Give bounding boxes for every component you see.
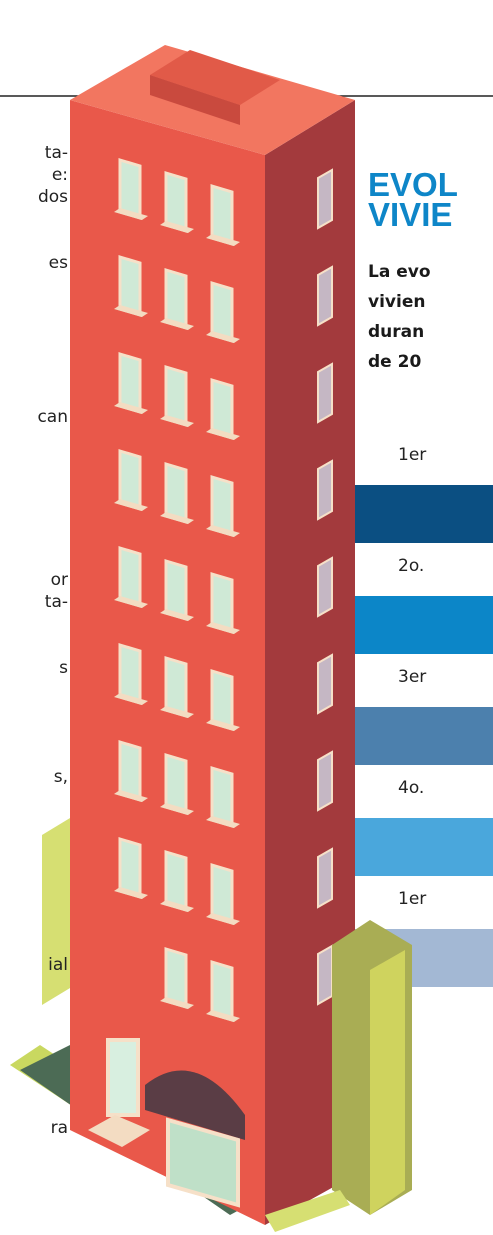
body-line: vivien bbox=[368, 292, 425, 312]
side-window bbox=[318, 558, 332, 616]
body-line-fragment: es bbox=[49, 253, 68, 273]
body-line-fragment: ta- bbox=[45, 143, 68, 163]
side-window bbox=[318, 461, 332, 519]
body-line-fragment: e: bbox=[52, 165, 68, 185]
body-line-fragment: ial bbox=[48, 955, 68, 975]
sidebar-title: VIVIE bbox=[368, 196, 452, 233]
door bbox=[108, 1040, 138, 1115]
body-line-fragment: ra bbox=[51, 1118, 68, 1138]
side-window bbox=[318, 170, 332, 228]
side-window bbox=[318, 752, 332, 810]
body-line: duran bbox=[368, 322, 424, 342]
quarter-label: 1er bbox=[398, 445, 426, 465]
body-line-fragment: s, bbox=[54, 767, 68, 787]
body-line-fragment: s bbox=[59, 658, 68, 678]
right-pillar-face bbox=[370, 950, 405, 1215]
body-line: de 20 bbox=[368, 352, 421, 372]
page-canvas: 1er2o.3er4o.1er ta-e:dosescanorta-ss,ial… bbox=[0, 0, 493, 1235]
side-window bbox=[318, 267, 332, 325]
side-window bbox=[318, 655, 332, 713]
quarter-label: 4o. bbox=[398, 778, 424, 798]
quarter-label: 1er bbox=[398, 889, 426, 909]
body-line: La evo bbox=[368, 262, 431, 282]
quarter-label: 2o. bbox=[398, 556, 424, 576]
sidebar-body: La evo vivien duran de 20 bbox=[368, 262, 431, 372]
page: 1er2o.3er4o.1er ta-e:dosescanorta-ss,ial… bbox=[0, 0, 493, 1235]
quarter-label: 3er bbox=[398, 667, 426, 687]
side-window bbox=[318, 946, 332, 1004]
side-window bbox=[318, 364, 332, 422]
body-line-fragment: dos bbox=[38, 187, 68, 207]
body-line-fragment: can bbox=[37, 407, 68, 427]
body-line-fragment: ta- bbox=[45, 592, 68, 612]
side-window bbox=[318, 849, 332, 907]
body-line-fragment: or bbox=[51, 570, 68, 590]
